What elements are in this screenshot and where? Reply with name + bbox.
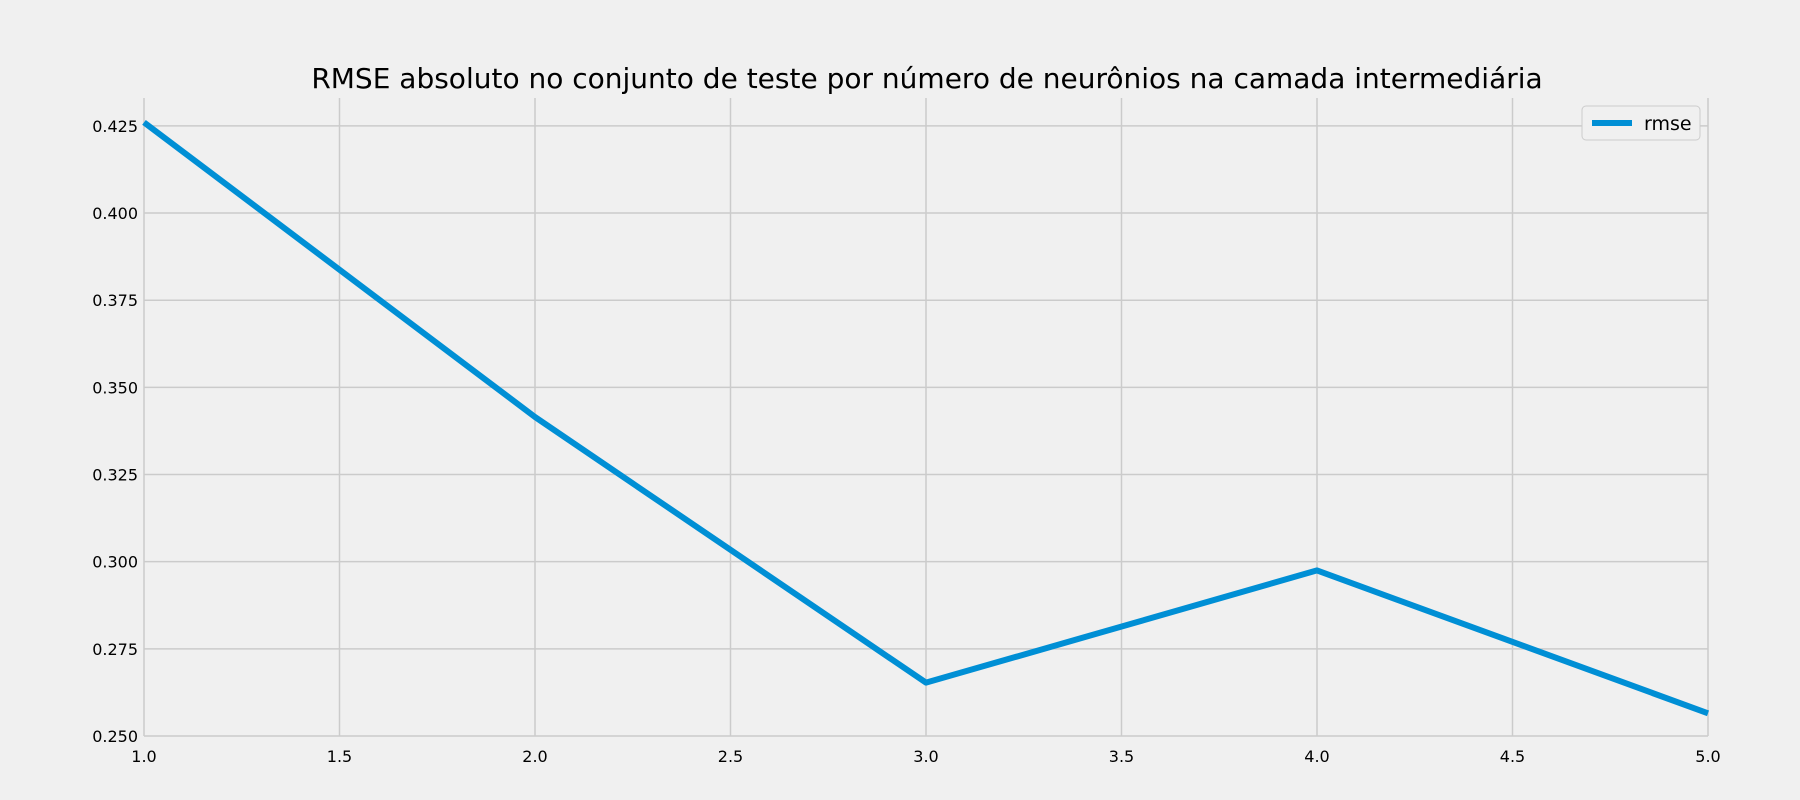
chart-title: RMSE absoluto no conjunto de teste por n… — [311, 62, 1542, 95]
legend: rmse — [1581, 105, 1701, 141]
y-tick-label: 0.300 — [92, 553, 138, 572]
y-tick-label: 0.250 — [92, 727, 138, 746]
y-tick-label: 0.325 — [92, 466, 138, 485]
x-tick-label: 1.5 — [327, 747, 352, 766]
x-tick-label: 4.0 — [1304, 747, 1329, 766]
legend-label: rmse — [1644, 113, 1692, 135]
axes: 1.0 1.5 2.0 2.5 3.0 3.5 4.0 4.5 5.0 0.250 0.275 0.3… — [92, 117, 1721, 766]
y-tick-label: 0.375 — [92, 291, 138, 310]
series-layer — [142, 120, 1710, 717]
y-tick-label: 0.350 — [92, 378, 138, 397]
x-tick-label: 2.0 — [522, 747, 547, 766]
x-tick-label: 4.5 — [1500, 747, 1525, 766]
y-tick-label: 0.400 — [92, 204, 138, 223]
x-tick-label: 2.5 — [718, 747, 743, 766]
grid — [143, 98, 1709, 737]
x-tick-label: 3.0 — [913, 747, 938, 766]
legend-box — [1581, 105, 1701, 141]
x-tick-label: 5.0 — [1695, 747, 1720, 766]
y-tick-label: 0.275 — [92, 640, 138, 659]
x-tick-label: 1.0 — [131, 747, 156, 766]
x-tick-label: 3.5 — [1109, 747, 1134, 766]
y-tick-label: 0.425 — [92, 117, 138, 136]
